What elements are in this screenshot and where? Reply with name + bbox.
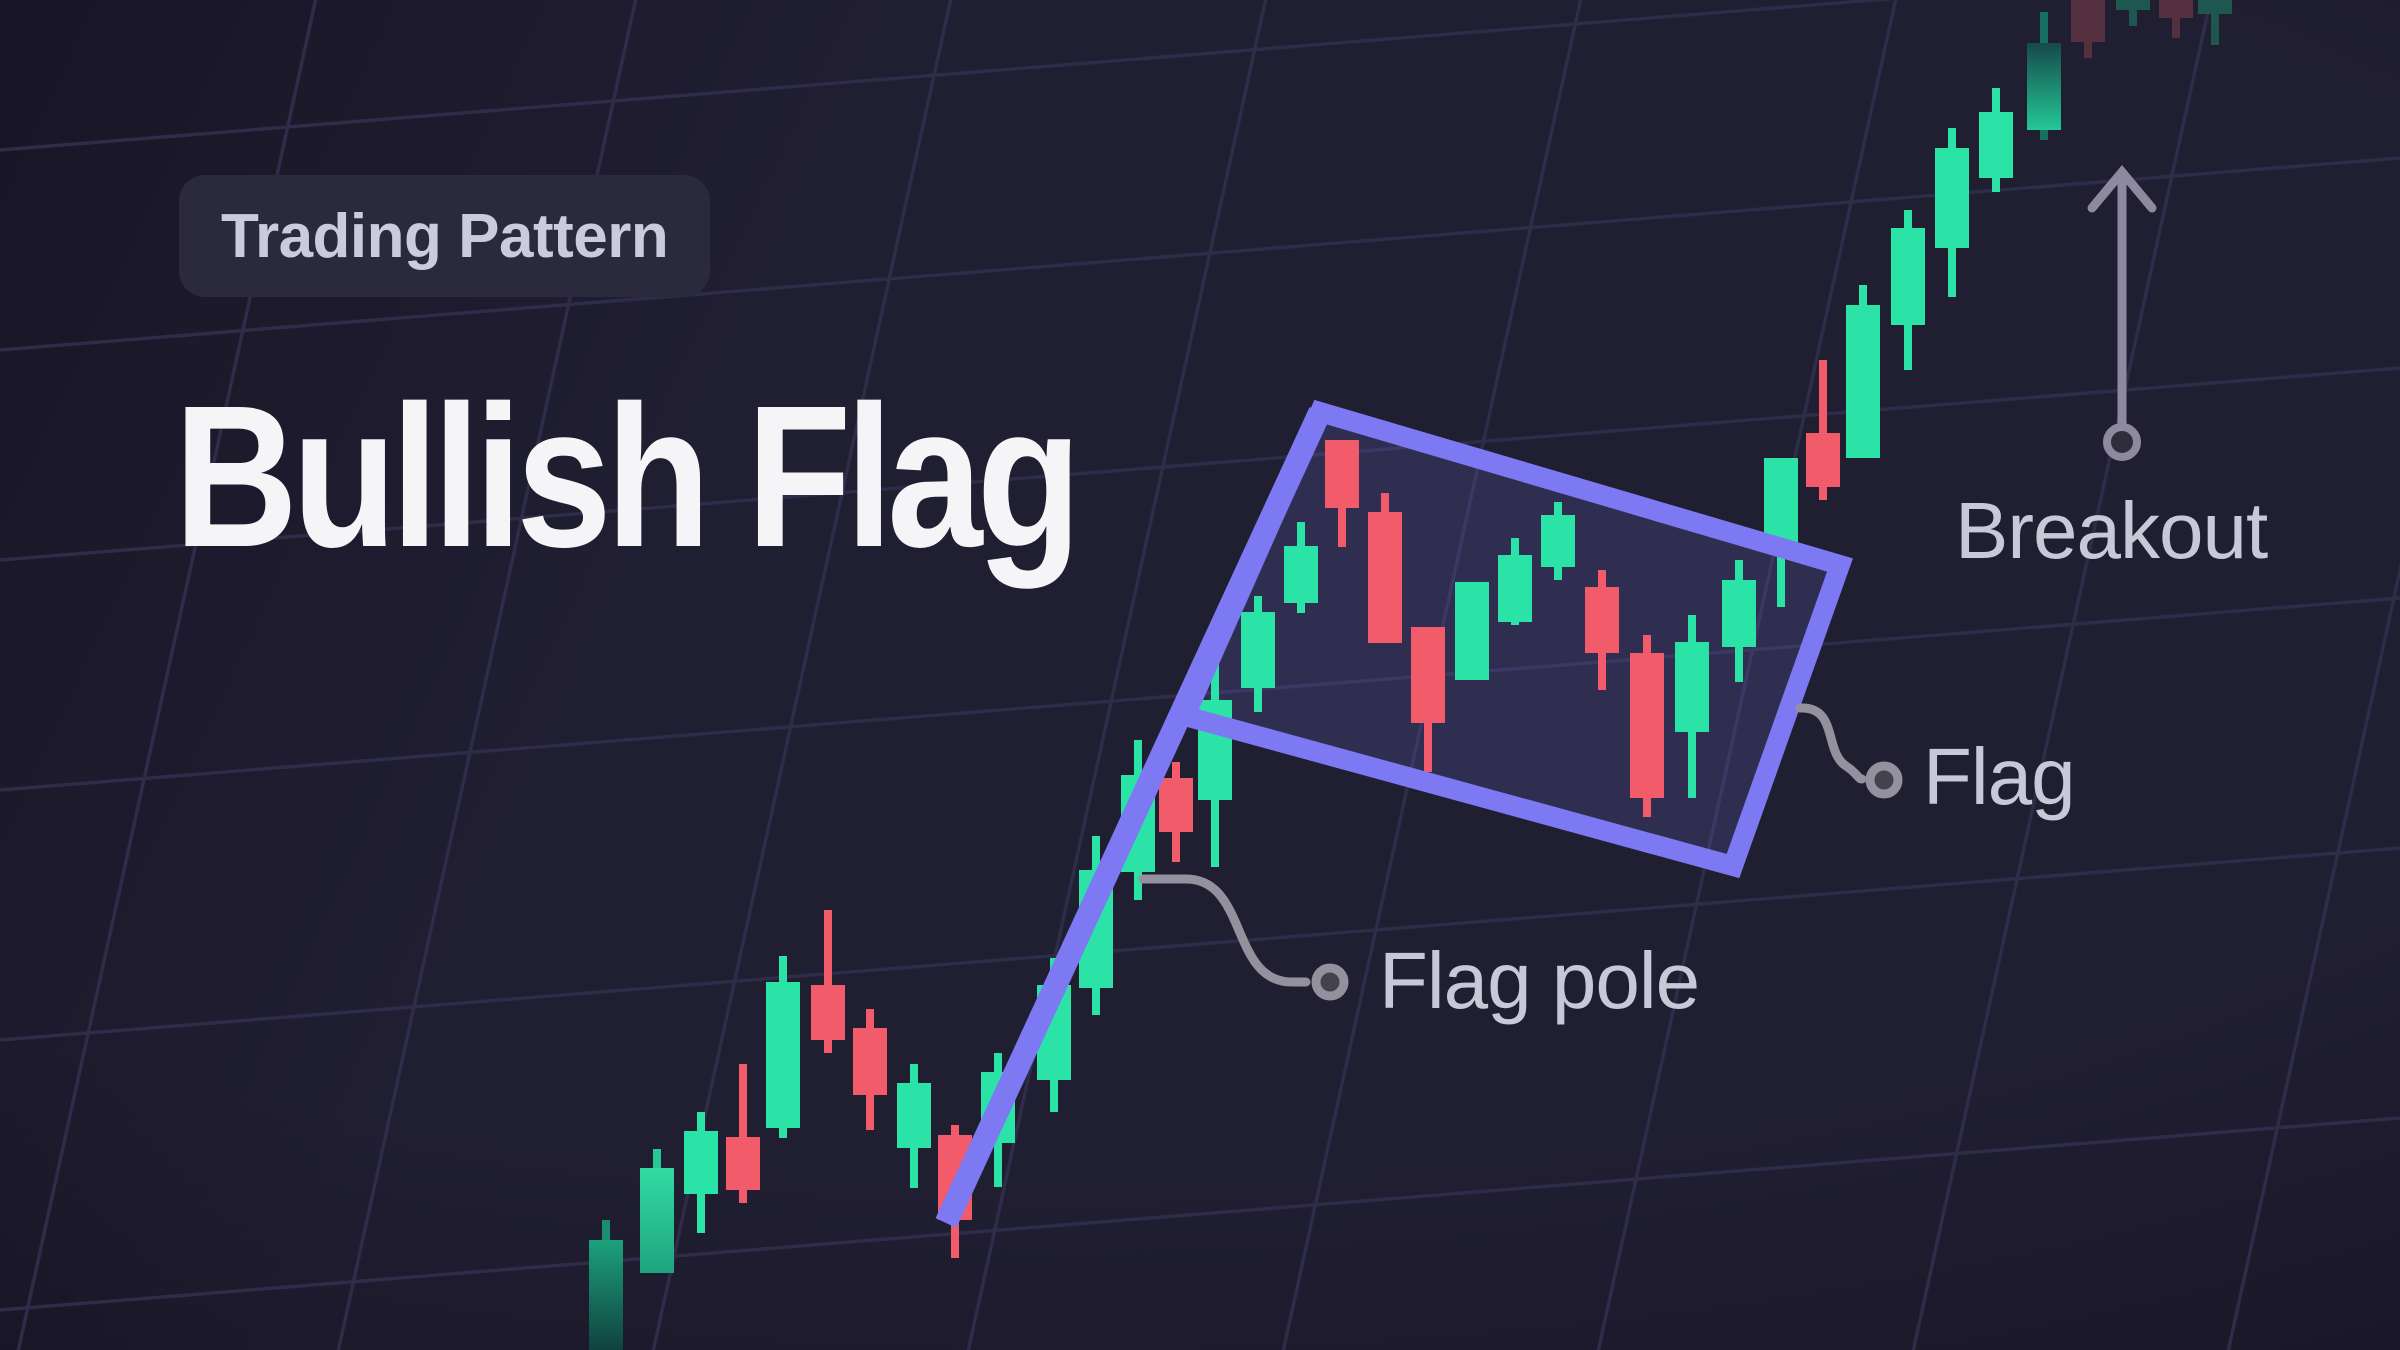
candle-body xyxy=(1675,642,1709,732)
candle-flag-consolidation xyxy=(1455,582,1489,680)
candle-breakout-rally xyxy=(1846,285,1880,458)
candle-body xyxy=(1722,580,1756,647)
breakout-label: Breakout xyxy=(1955,486,2268,576)
candle-pullback xyxy=(897,1064,931,1188)
candle-body xyxy=(1241,612,1275,688)
candle-body xyxy=(897,1083,931,1148)
candle-body xyxy=(1159,778,1193,832)
candle-flag-consolidation xyxy=(1722,560,1756,682)
candle-wick xyxy=(824,910,832,1053)
candle-fade-out xyxy=(2071,0,2105,58)
candle-body xyxy=(1806,433,1840,487)
flag-label: Flag xyxy=(1923,732,2076,822)
candle-wick xyxy=(739,1064,747,1203)
trading-pattern-badge: Trading Pattern xyxy=(179,175,711,297)
candle-body xyxy=(1284,546,1318,603)
candle-flag-consolidation xyxy=(1498,538,1532,625)
candle-body xyxy=(2116,0,2150,10)
flag-frame xyxy=(1171,399,1853,879)
candle-flag-consolidation xyxy=(1630,635,1664,817)
flag-connector-ring xyxy=(1865,761,1903,799)
candle-flag-consolidation xyxy=(1541,502,1575,580)
candle-flag-pole-rally xyxy=(1159,762,1193,862)
candle-body xyxy=(589,1240,623,1350)
candle-body xyxy=(1846,305,1880,458)
candle-body xyxy=(2071,0,2105,42)
candle-body xyxy=(1585,587,1619,653)
candle-body xyxy=(811,985,845,1040)
candle-fade-out xyxy=(2198,0,2232,45)
breakout-arrow-head xyxy=(2087,164,2157,213)
candle-breakout-rally xyxy=(1891,210,1925,370)
candle-body xyxy=(1630,653,1664,798)
candle-initial-rally xyxy=(766,956,800,1138)
candle-body xyxy=(1979,112,2013,178)
flag-pole-connector-ring xyxy=(1311,963,1349,1001)
candle-body xyxy=(640,1168,674,1273)
candle-pullback xyxy=(811,910,845,1053)
flag-pole-callout xyxy=(1138,874,1349,1001)
candle-breakout-rally xyxy=(1764,458,1798,607)
candle-body xyxy=(2027,43,2061,130)
flag-pole-connector-line xyxy=(1138,874,1311,987)
candle-flag-consolidation xyxy=(1585,570,1619,690)
candle-initial-rally xyxy=(726,1064,760,1203)
candle-flag-pole-rally xyxy=(1241,596,1275,712)
page-title: Bullish Flag xyxy=(174,363,1082,589)
candle-initial-rally xyxy=(589,1220,623,1350)
candle-body xyxy=(1764,458,1798,543)
candle-body xyxy=(1411,627,1445,723)
candle-body xyxy=(684,1131,718,1194)
candle-body xyxy=(853,1028,887,1095)
candle-wick xyxy=(2172,0,2180,38)
candle-initial-rally xyxy=(640,1149,674,1273)
candle-breakout-rally xyxy=(1979,88,2013,192)
candle-body xyxy=(1891,228,1925,325)
candle-wick xyxy=(1819,360,1827,500)
candle-flag-consolidation xyxy=(1284,522,1318,613)
candle-body xyxy=(1935,148,1969,248)
candle-body xyxy=(2198,0,2232,14)
candle-flag-consolidation xyxy=(1675,615,1709,798)
candle-breakout-rally xyxy=(1806,360,1840,500)
candle-body xyxy=(726,1137,760,1190)
candlestick-series xyxy=(589,0,2232,1350)
candle-body xyxy=(1325,440,1359,508)
flag-connector-line xyxy=(1795,703,1867,784)
flag-pole-label: Flag pole xyxy=(1379,936,1700,1026)
candle-breakout-rally xyxy=(2027,12,2061,140)
candle-body xyxy=(1455,582,1489,680)
candle-pullback xyxy=(853,1009,887,1130)
candle-breakout-rally xyxy=(1935,128,1969,297)
candle-wick xyxy=(2211,0,2219,45)
candle-initial-rally xyxy=(684,1112,718,1233)
badge-label: Trading Pattern xyxy=(221,201,669,271)
candle-body xyxy=(1498,555,1532,622)
candle-fade-out xyxy=(2159,0,2193,38)
candle-flag-consolidation xyxy=(1411,627,1445,772)
breakout-arrow-ring xyxy=(2103,423,2141,461)
candle-body xyxy=(1368,512,1402,643)
flag-callout xyxy=(1795,703,1903,799)
candle-body xyxy=(2159,0,2193,18)
candle-wick xyxy=(2129,0,2137,26)
candle-flag-consolidation xyxy=(1368,493,1402,643)
candle-fade-out xyxy=(2116,0,2150,26)
candle-body xyxy=(1541,515,1575,567)
candle-body xyxy=(766,982,800,1128)
candle-flag-consolidation xyxy=(1325,440,1359,547)
breakout-arrow xyxy=(2087,164,2157,461)
